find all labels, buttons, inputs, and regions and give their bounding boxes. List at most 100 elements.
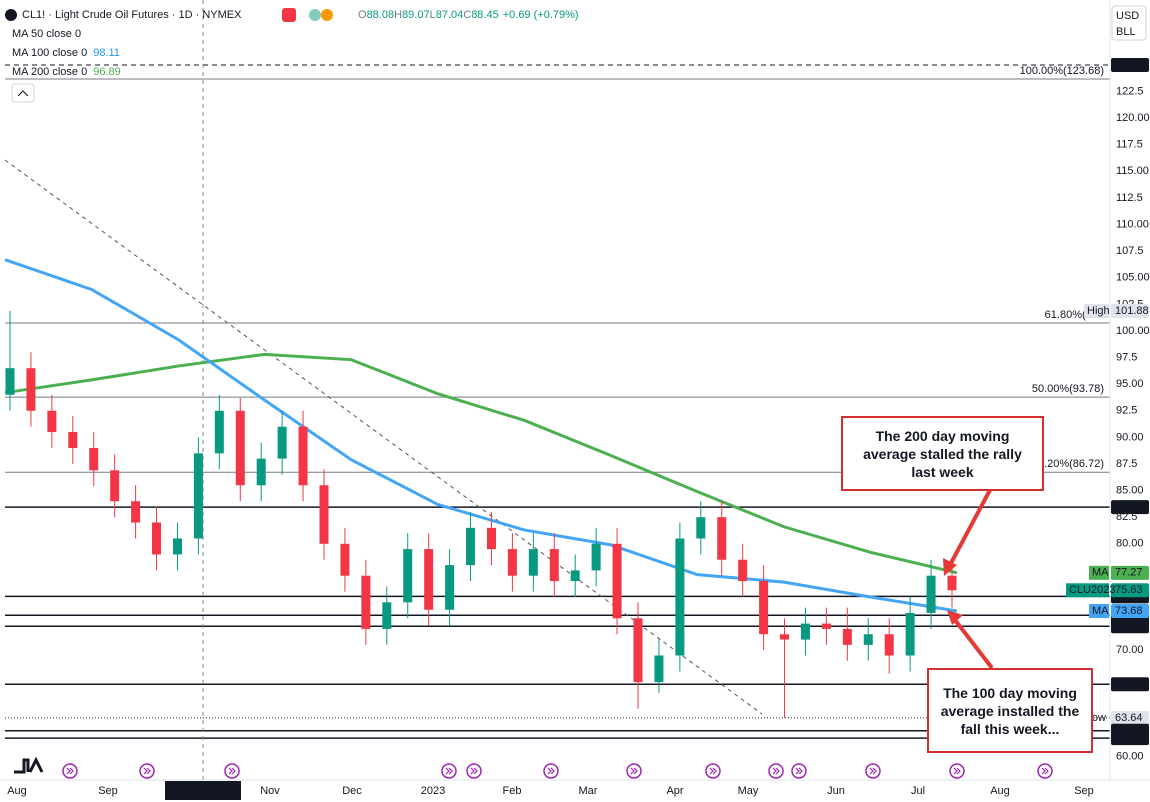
candle-body	[926, 575, 936, 613]
y-tick-label: 100.00	[1116, 325, 1150, 337]
ohlc: O88.08H89.07L87.04C88.45 +0.69 (+0.79%)	[358, 9, 579, 21]
candle-body	[424, 549, 434, 610]
candle-body	[800, 623, 810, 640]
x-tick-label: Apr	[666, 785, 683, 797]
x-tick-label: Sep	[98, 785, 118, 797]
ohlc-key: O	[358, 9, 367, 21]
logo	[14, 756, 44, 774]
arrow-head	[947, 610, 963, 625]
ohlc-key: L	[430, 9, 436, 21]
price-tag-label: 72.25	[1115, 620, 1143, 632]
candle-body	[675, 538, 685, 656]
candle-body	[172, 538, 182, 555]
y-tick-label: 112.5	[1116, 192, 1143, 204]
candle-body	[507, 549, 517, 576]
legend-name: MA 100 close 0	[12, 47, 87, 59]
price-tag	[1111, 303, 1149, 318]
legend-value: 96.89	[93, 66, 121, 78]
price-tag-label: 66.80	[1115, 678, 1143, 690]
unit: BLL	[1116, 26, 1136, 38]
y-tick-label: 115.00	[1116, 165, 1149, 177]
candle-body	[591, 543, 601, 571]
price-tag	[1111, 58, 1149, 73]
x-tick-label: May	[738, 785, 759, 797]
price-tag	[1111, 500, 1149, 515]
x-tick-label: Dec	[342, 785, 362, 797]
replay-arrow	[953, 767, 961, 775]
candle-body	[256, 458, 266, 486]
candle-body	[549, 549, 559, 582]
candle-body	[110, 470, 120, 502]
candle-body	[277, 426, 287, 459]
candle-body	[780, 634, 790, 640]
replay-arrow	[1041, 767, 1049, 775]
candle-body	[863, 634, 873, 645]
replay-arrow	[709, 767, 717, 775]
candle-body	[466, 527, 476, 566]
candle-body	[235, 410, 245, 486]
legend-item: MA 50 close 0	[12, 28, 81, 40]
price-tag-label: 124.99	[1115, 59, 1149, 71]
replay-arrow	[869, 767, 877, 775]
candle-body	[382, 602, 392, 629]
price-tag	[1111, 565, 1149, 580]
candle-body	[654, 655, 664, 683]
candle-body	[319, 485, 329, 544]
candle-body	[947, 575, 957, 591]
x-tick-label: Jun	[827, 785, 845, 797]
candle-body	[5, 368, 15, 395]
y-tick-label: 110.00	[1116, 218, 1149, 230]
candle-body	[821, 623, 831, 629]
y-tick-label: 97.5	[1116, 351, 1137, 363]
fib-label: 100.00%(123.68)	[1020, 65, 1104, 77]
candle-body	[47, 410, 57, 433]
y-tick-label: 117.5	[1116, 139, 1143, 151]
y-tick-label: 87.5	[1116, 458, 1137, 470]
price-tag	[1111, 604, 1149, 619]
candle-body	[696, 517, 706, 539]
legend-value: 98.11	[93, 47, 120, 59]
flag-icon[interactable]	[282, 8, 296, 22]
arrow	[953, 618, 994, 670]
candle-body	[68, 432, 78, 449]
candle-body	[528, 549, 538, 576]
ohlc-value: 89.07	[402, 9, 430, 21]
collapse-icon	[17, 90, 29, 97]
y-tick-label: 85.00	[1116, 484, 1144, 496]
currency-box[interactable]	[1111, 5, 1147, 41]
price-tag	[1111, 619, 1149, 634]
x-tick-label: Aug	[7, 785, 27, 797]
candle-body	[717, 517, 727, 560]
collapse-button[interactable]	[11, 83, 35, 103]
ohlc-value: 88.08	[367, 9, 395, 21]
price-tag	[1111, 710, 1149, 725]
status-icon	[309, 9, 321, 21]
candle-body	[759, 581, 769, 635]
legend-name: MA 200 close 0	[12, 66, 87, 78]
candle-body	[486, 527, 496, 550]
candle-body	[26, 368, 36, 411]
replay-icons	[62, 763, 1053, 779]
crosshair-label-box	[165, 781, 241, 800]
symbol-icon	[5, 9, 17, 21]
y-tick-label: 80.00	[1116, 538, 1144, 550]
candle-body	[340, 543, 350, 576]
replay-arrow	[66, 767, 74, 775]
fib-label: 38.20%(86.72)	[1032, 458, 1104, 470]
y-tick-label: 90.00	[1116, 431, 1144, 443]
candle-body	[298, 426, 308, 486]
chart-title: CL1! · Light Crude Oil Futures · 1D · NY…	[22, 9, 242, 21]
y-tick-label: 70.00	[1116, 644, 1144, 656]
price-tag-label: 73.68	[1115, 605, 1143, 617]
candle-body	[445, 565, 455, 610]
replay-arrow	[228, 767, 236, 775]
replay-arrow	[547, 767, 555, 775]
series-name: MA	[1092, 605, 1109, 617]
fib-label: 50.00%(93.78)	[1032, 383, 1104, 395]
ohlc-value: 87.04	[436, 9, 464, 21]
price-tag	[1111, 677, 1149, 692]
y-tick-label: 92.5	[1116, 405, 1137, 417]
replay-arrow	[795, 767, 803, 775]
legend-item: MA 200 close 0 96.89	[12, 66, 121, 78]
